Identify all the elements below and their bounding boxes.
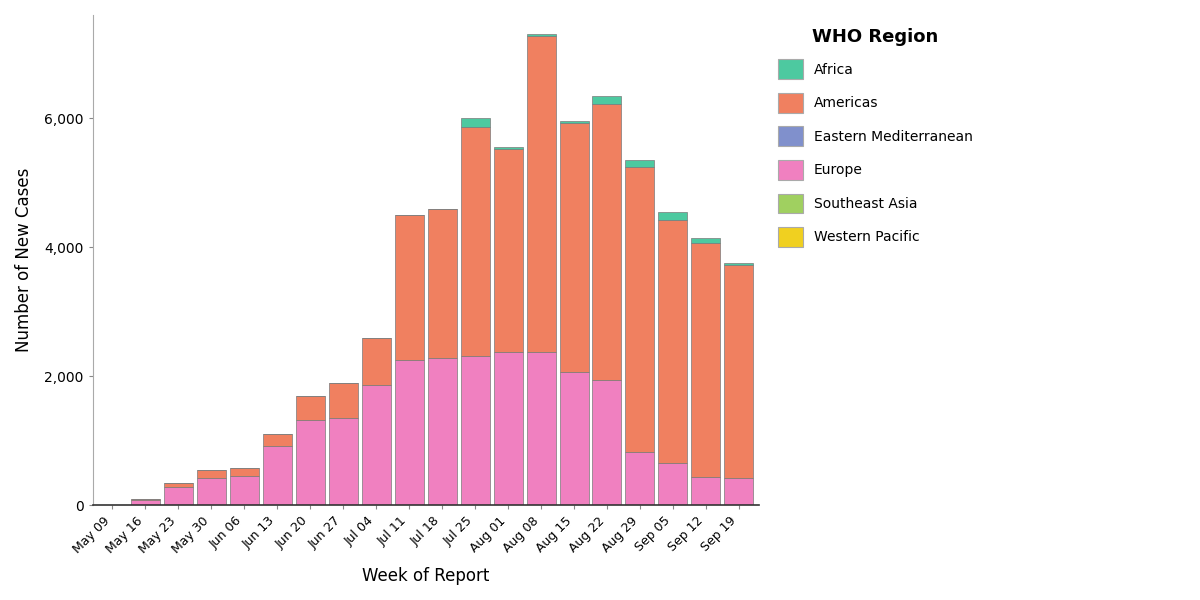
Bar — [593, 95, 622, 104]
Bar — [197, 478, 226, 505]
Bar — [691, 238, 720, 243]
Bar — [625, 452, 654, 505]
Legend: Africa, Americas, Eastern Mediterranean, Europe, Southeast Asia, Western Pacific: Africa, Americas, Eastern Mediterranean,… — [773, 22, 978, 253]
Bar — [427, 209, 457, 358]
Bar — [229, 468, 259, 476]
Bar — [625, 167, 654, 452]
Bar — [691, 477, 720, 505]
Bar — [725, 263, 754, 265]
Bar — [493, 147, 522, 149]
Bar — [659, 212, 688, 220]
X-axis label: Week of Report: Week of Report — [362, 567, 490, 585]
Bar — [229, 476, 259, 505]
Bar — [625, 160, 654, 167]
Bar — [461, 127, 490, 356]
Bar — [659, 463, 688, 505]
Bar — [295, 395, 325, 420]
Bar — [427, 358, 457, 505]
Bar — [527, 36, 556, 352]
Bar — [559, 124, 588, 373]
Y-axis label: Number of New Cases: Number of New Cases — [14, 168, 34, 352]
Bar — [593, 380, 622, 505]
Bar — [725, 478, 754, 505]
Bar — [395, 359, 424, 505]
Bar — [725, 265, 754, 478]
Bar — [691, 243, 720, 477]
Bar — [329, 418, 358, 505]
Bar — [131, 499, 160, 500]
Bar — [295, 420, 325, 505]
Bar — [329, 383, 358, 418]
Bar — [493, 149, 522, 352]
Bar — [527, 34, 556, 36]
Bar — [461, 356, 490, 505]
Bar — [263, 446, 292, 505]
Bar — [659, 220, 688, 463]
Bar — [361, 338, 391, 385]
Bar — [493, 352, 522, 505]
Bar — [361, 385, 391, 505]
Bar — [593, 104, 622, 380]
Bar — [164, 483, 193, 487]
Bar — [197, 470, 226, 478]
Bar — [164, 487, 193, 505]
Bar — [131, 500, 160, 505]
Bar — [461, 118, 490, 127]
Bar — [559, 373, 588, 505]
Bar — [527, 352, 556, 505]
Bar — [263, 434, 292, 446]
Bar — [395, 215, 424, 359]
Bar — [559, 121, 588, 124]
